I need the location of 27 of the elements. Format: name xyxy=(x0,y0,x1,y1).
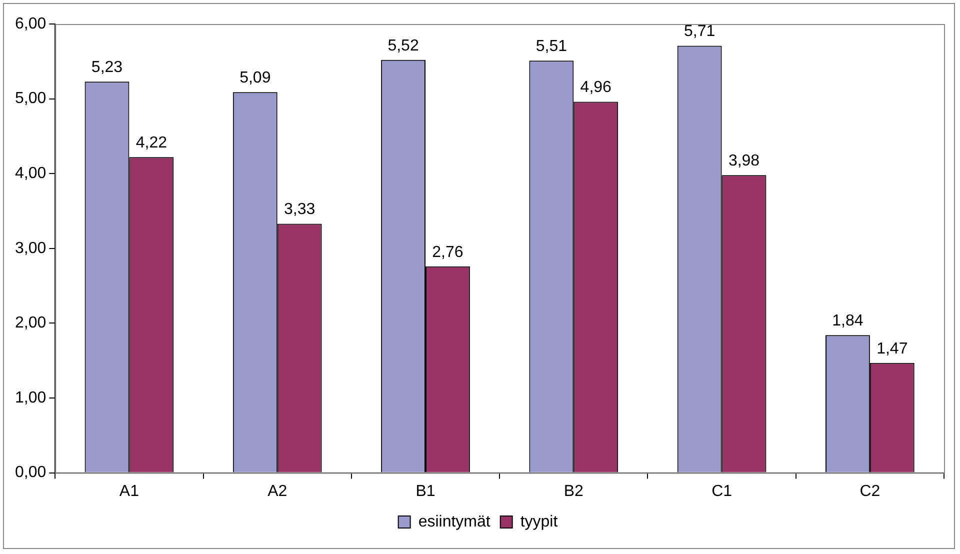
data-label: 2,76 xyxy=(432,244,464,261)
y-tick-label: 6,00 xyxy=(15,15,46,32)
data-label: 5,23 xyxy=(91,59,123,76)
data-label: 5,51 xyxy=(536,38,568,56)
x-tick-label: B2 xyxy=(564,482,584,500)
x-tick-label: B1 xyxy=(416,482,436,500)
data-label: 5,52 xyxy=(388,37,419,54)
y-tick-label: 2,00 xyxy=(15,314,46,332)
x-tick-label: A2 xyxy=(268,482,288,500)
y-tick-label: 1,00 xyxy=(15,389,46,406)
x-tick-label: A1 xyxy=(119,482,140,500)
data-label: 1,84 xyxy=(832,312,864,330)
data-label: 4,22 xyxy=(136,134,168,152)
y-tick-label: 4,00 xyxy=(15,165,46,182)
data-label: 1,47 xyxy=(876,340,908,358)
data-label: 5,09 xyxy=(240,69,271,86)
y-tick-label: 3,00 xyxy=(15,240,46,257)
data-label: 3,98 xyxy=(728,152,760,170)
y-tick-label: 0,00 xyxy=(15,464,46,482)
legend-label: tyypit xyxy=(520,513,558,530)
data-label: 4,96 xyxy=(580,79,612,96)
data-label: 5,71 xyxy=(684,23,716,40)
data-label: 3,33 xyxy=(284,201,316,218)
x-tick-label: C1 xyxy=(712,482,732,500)
y-tick-label: 5,00 xyxy=(15,90,46,108)
x-tick-label: C2 xyxy=(860,482,880,500)
legend-label: esiintymät xyxy=(418,513,491,530)
